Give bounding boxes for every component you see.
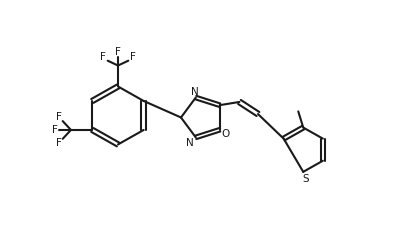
- Text: F: F: [57, 138, 62, 148]
- Text: S: S: [302, 174, 309, 184]
- Text: F: F: [52, 125, 57, 135]
- Text: N: N: [191, 87, 199, 97]
- Text: F: F: [100, 52, 106, 62]
- Text: N: N: [186, 138, 194, 148]
- Text: F: F: [115, 47, 121, 57]
- Text: F: F: [57, 112, 62, 122]
- Text: F: F: [130, 52, 136, 62]
- Text: O: O: [221, 129, 230, 139]
